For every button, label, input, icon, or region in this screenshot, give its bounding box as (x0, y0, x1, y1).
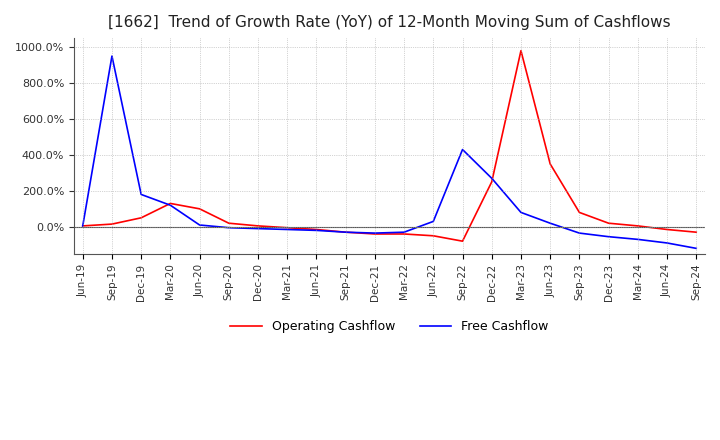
Free Cashflow (400, 230, 408, 235)
Operating Cashflow (662, 227, 671, 232)
Operating Cashflow (107, 221, 116, 227)
Operating Cashflow (312, 227, 321, 232)
Free Cashflow (78, 223, 87, 228)
Operating Cashflow (253, 223, 262, 228)
Line: Operating Cashflow: Operating Cashflow (83, 51, 696, 241)
Free Cashflow (312, 228, 321, 233)
Free Cashflow (195, 222, 204, 227)
Free Cashflow (546, 220, 554, 226)
Operating Cashflow (166, 201, 175, 206)
Free Cashflow (166, 202, 175, 208)
Free Cashflow (458, 147, 467, 152)
Legend: Operating Cashflow, Free Cashflow: Operating Cashflow, Free Cashflow (225, 315, 554, 338)
Free Cashflow (662, 240, 671, 246)
Free Cashflow (341, 230, 350, 235)
Free Cashflow (487, 176, 496, 181)
Operating Cashflow (634, 223, 642, 228)
Operating Cashflow (341, 230, 350, 235)
Line: Free Cashflow: Free Cashflow (83, 56, 696, 248)
Free Cashflow (107, 53, 116, 59)
Free Cashflow (604, 234, 613, 239)
Free Cashflow (575, 231, 584, 236)
Operating Cashflow (400, 231, 408, 237)
Free Cashflow (137, 192, 145, 197)
Free Cashflow (429, 219, 438, 224)
Operating Cashflow (487, 179, 496, 184)
Operating Cashflow (429, 233, 438, 238)
Free Cashflow (634, 237, 642, 242)
Free Cashflow (283, 227, 292, 232)
Free Cashflow (692, 246, 701, 251)
Operating Cashflow (283, 225, 292, 230)
Operating Cashflow (371, 231, 379, 237)
Operating Cashflow (458, 238, 467, 244)
Operating Cashflow (575, 210, 584, 215)
Operating Cashflow (692, 230, 701, 235)
Operating Cashflow (78, 223, 87, 228)
Free Cashflow (517, 210, 526, 215)
Operating Cashflow (517, 48, 526, 53)
Operating Cashflow (225, 220, 233, 226)
Free Cashflow (225, 225, 233, 230)
Operating Cashflow (137, 215, 145, 220)
Title: [1662]  Trend of Growth Rate (YoY) of 12-Month Moving Sum of Cashflows: [1662] Trend of Growth Rate (YoY) of 12-… (108, 15, 671, 30)
Operating Cashflow (195, 206, 204, 212)
Free Cashflow (371, 231, 379, 236)
Free Cashflow (253, 226, 262, 231)
Operating Cashflow (604, 220, 613, 226)
Operating Cashflow (546, 161, 554, 167)
